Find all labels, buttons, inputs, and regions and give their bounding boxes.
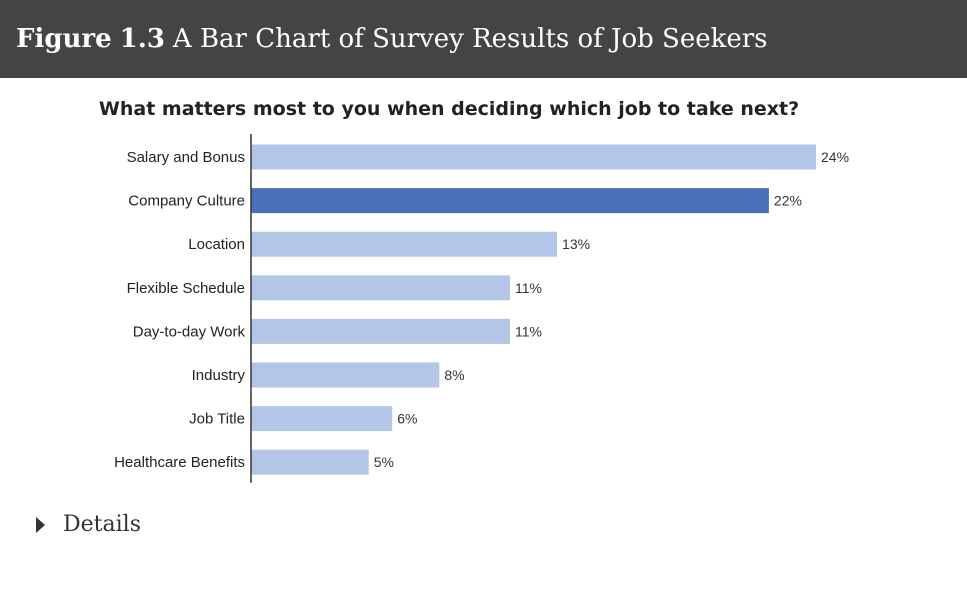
value-label: 11%: [515, 280, 542, 296]
bar: [251, 275, 510, 301]
bar-chart-svg: What matters most to you when deciding w…: [99, 98, 849, 483]
category-label: Day-to-day Work: [133, 323, 246, 340]
value-label: 8%: [444, 367, 464, 383]
bars-layer: Salary and Bonus 24% Company Culture 22% Loc…: [114, 144, 849, 475]
bar-chart: What matters most to you when deciding w…: [0, 78, 967, 498]
details-toggle[interactable]: Details: [36, 512, 141, 537]
figure-number: 1.3: [119, 24, 165, 54]
category-label: Flexible Schedule: [127, 280, 245, 297]
bar: [251, 231, 558, 257]
category-label: Location: [188, 236, 245, 253]
value-label: 24%: [821, 149, 849, 165]
category-label: Industry: [192, 367, 246, 384]
category-label: Job Title: [189, 411, 245, 428]
value-label: 22%: [774, 193, 802, 209]
figure-label: Figure: [16, 24, 112, 54]
triangle-right-icon: [36, 516, 45, 533]
category-label: Salary and Bonus: [127, 149, 245, 166]
figure-header: Figure 1.3 A Bar Chart of Survey Results…: [0, 0, 967, 78]
value-label: 6%: [397, 411, 417, 427]
chart-title: What matters most to you when deciding w…: [99, 98, 799, 120]
bar: [251, 188, 769, 214]
bar: [251, 362, 440, 388]
details-label: Details: [63, 512, 141, 537]
category-label: Healthcare Benefits: [114, 454, 245, 471]
bar: [251, 406, 393, 432]
bar: [251, 144, 816, 170]
value-label: 5%: [374, 454, 394, 470]
figure-caption: A Bar Chart of Survey Results of Job See…: [172, 24, 768, 54]
category-label: Company Culture: [128, 193, 245, 210]
value-label: 11%: [515, 323, 542, 339]
bar: [251, 318, 510, 344]
value-label: 13%: [562, 236, 590, 252]
bar: [251, 449, 369, 475]
